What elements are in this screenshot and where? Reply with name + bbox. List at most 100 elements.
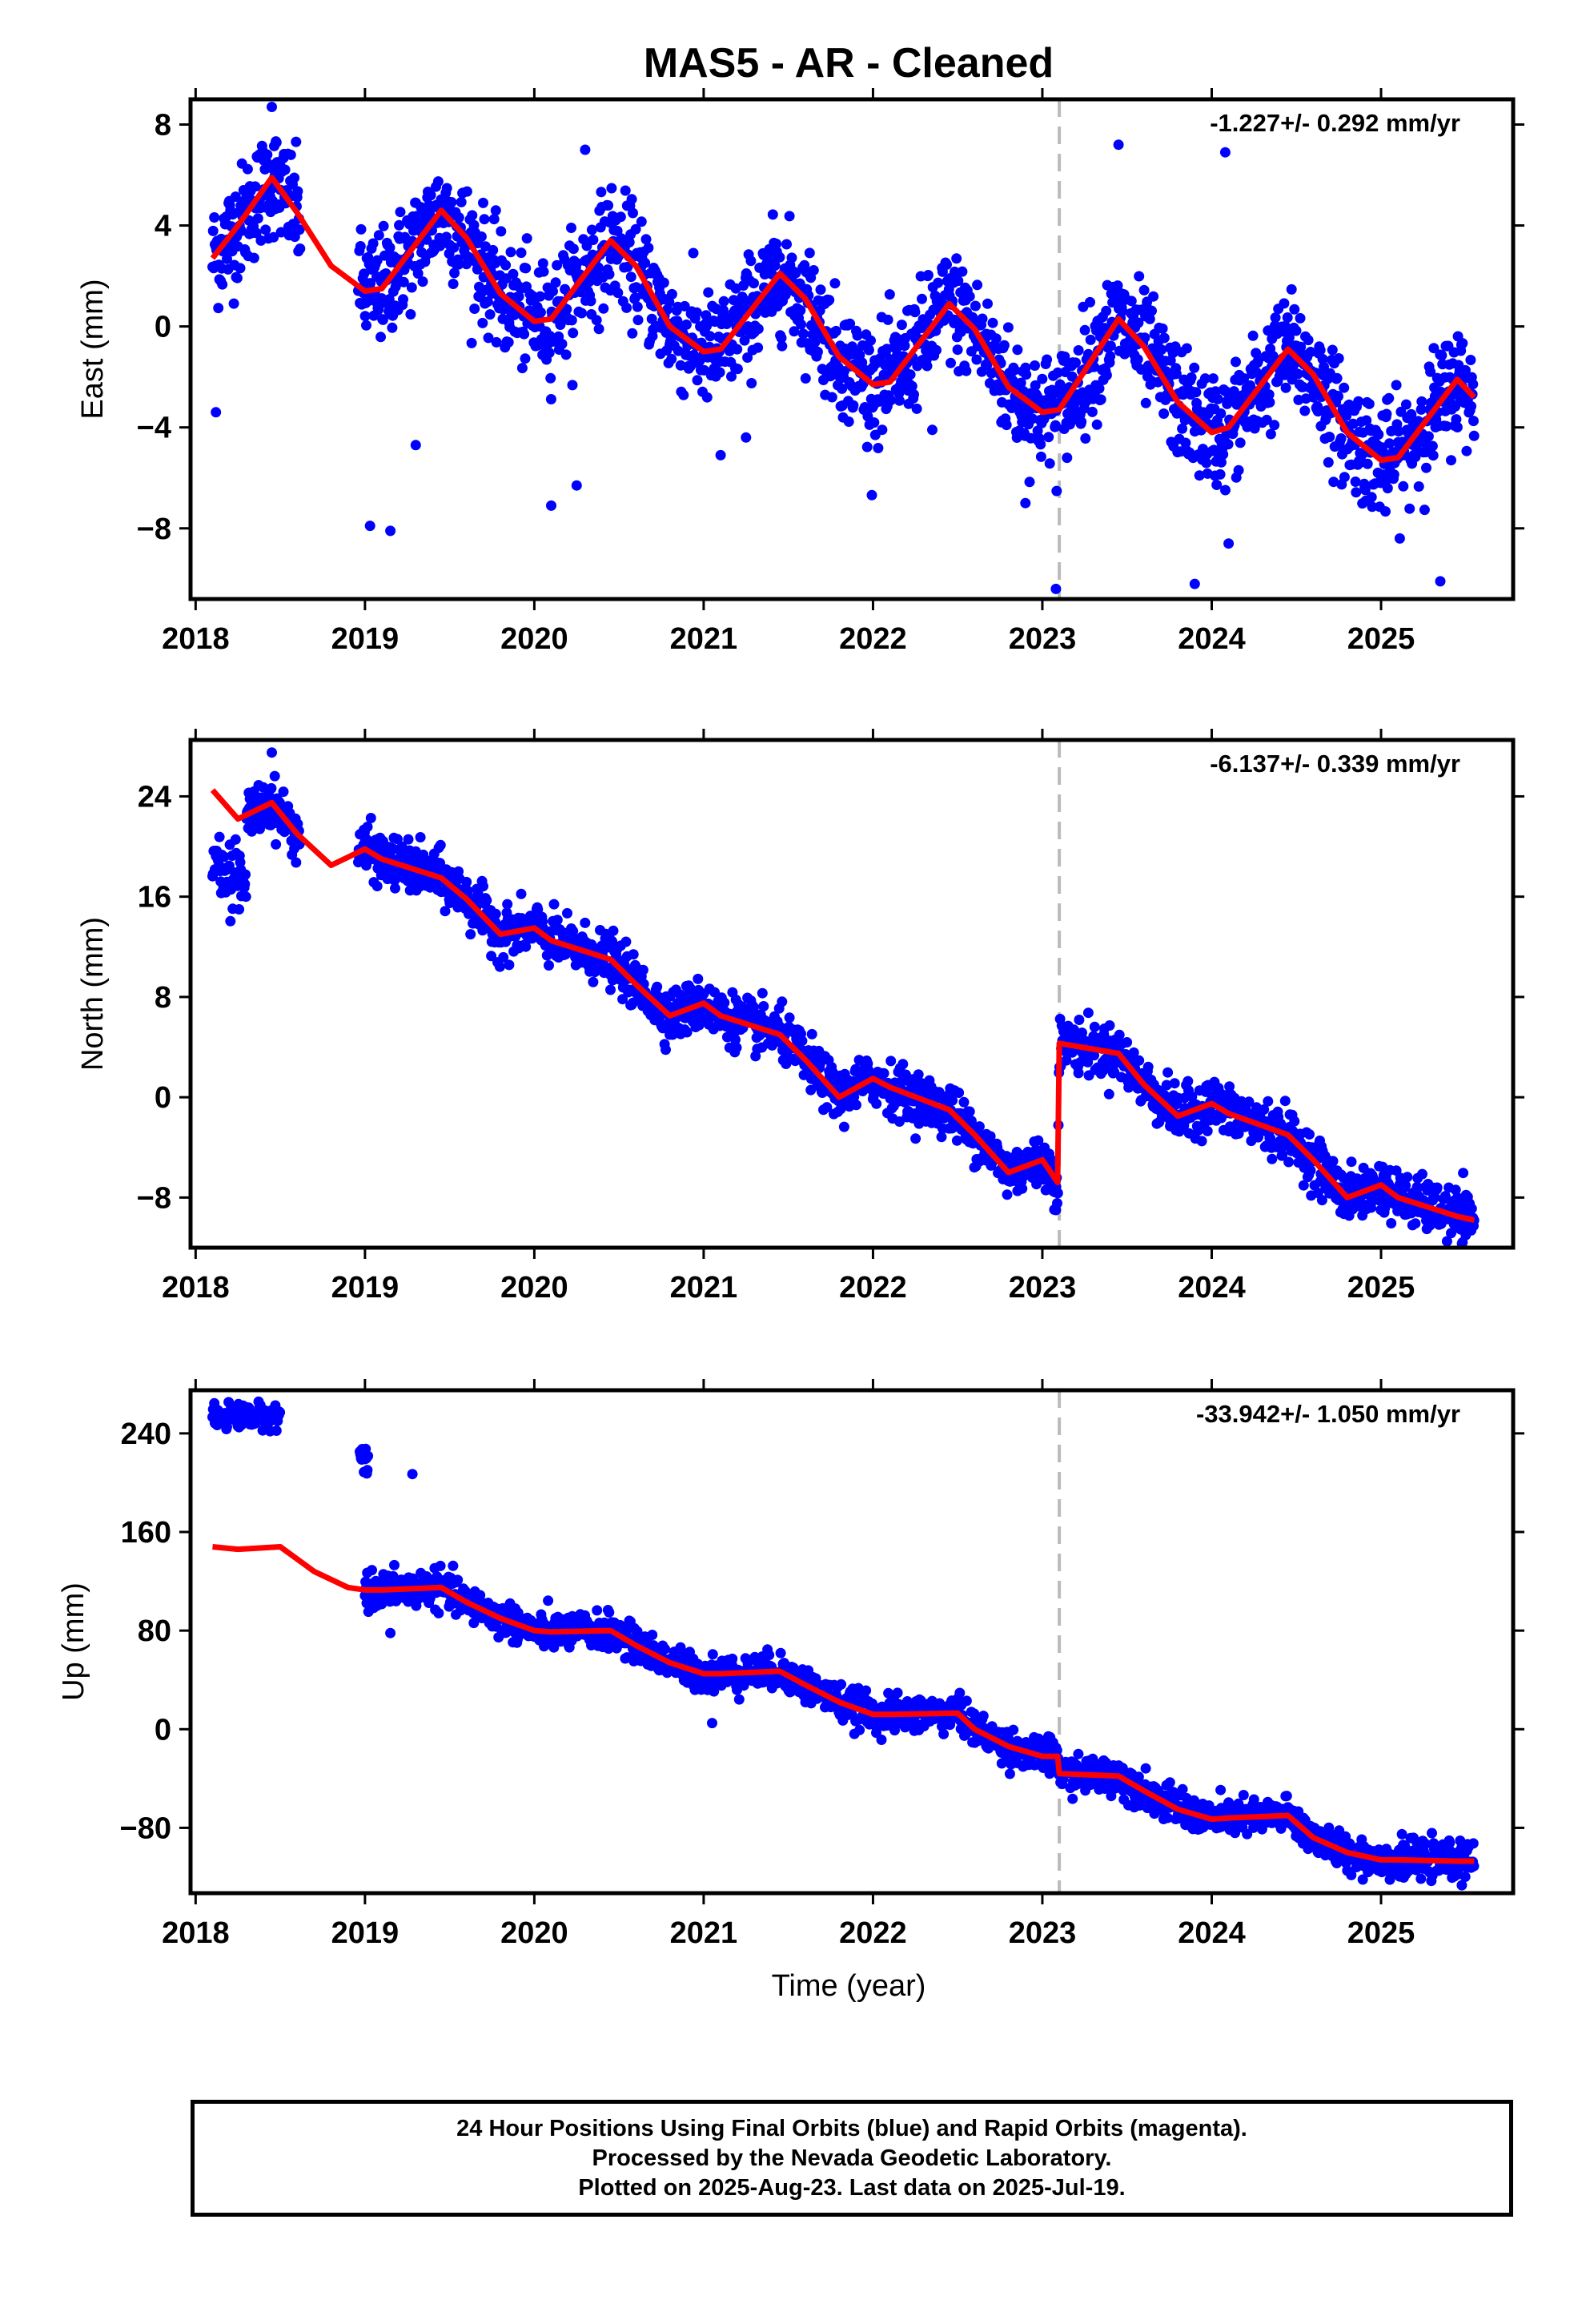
data-point (1031, 1179, 1042, 1190)
x-tick-label: 2024 (1178, 622, 1246, 656)
data-point (1305, 1165, 1316, 1176)
data-point (620, 185, 631, 196)
data-point (405, 309, 416, 320)
data-point (1269, 420, 1280, 431)
data-point (1076, 416, 1087, 428)
data-point (861, 441, 873, 452)
data-point (496, 226, 507, 237)
data-point (990, 333, 1002, 344)
data-point (560, 349, 572, 360)
data-point (513, 291, 524, 302)
data-point (500, 259, 512, 271)
data-point (971, 354, 982, 365)
data-point (622, 261, 633, 272)
data-point (998, 340, 1010, 351)
data-point (731, 1042, 742, 1053)
data-point (730, 1034, 741, 1045)
data-point (1207, 373, 1219, 384)
data-point (275, 227, 287, 238)
data-point (550, 277, 561, 288)
data-point (1073, 1068, 1084, 1079)
data-point (213, 303, 224, 314)
data-point (543, 1595, 554, 1606)
data-point (1388, 469, 1399, 480)
data-point (1201, 457, 1212, 468)
data-point (806, 1028, 817, 1039)
data-point (1323, 456, 1334, 468)
data-point (777, 340, 788, 352)
data-point (355, 223, 367, 235)
data-point (1417, 1168, 1427, 1180)
data-point (1212, 393, 1223, 404)
rate-annotation: -6.137+/- 0.339 mm/yr (1210, 750, 1460, 778)
data-point (217, 279, 228, 290)
data-point (628, 949, 639, 960)
data-point (909, 389, 919, 400)
data-point (829, 278, 841, 289)
data-point (1196, 1136, 1207, 1147)
data-point (952, 344, 963, 356)
data-point (921, 360, 933, 372)
data-point (1411, 1181, 1423, 1192)
x-tick-label: 2025 (1347, 622, 1415, 656)
data-point (440, 906, 451, 917)
data-point (1267, 1153, 1278, 1164)
outlier-point (715, 449, 726, 460)
data-point (845, 318, 856, 329)
data-point (1391, 380, 1402, 391)
data-point (660, 1643, 671, 1655)
data-point (1286, 283, 1297, 295)
data-point (395, 207, 406, 218)
data-point (1074, 1015, 1085, 1025)
data-point (1441, 1236, 1452, 1247)
data-point (425, 190, 436, 201)
data-point (922, 270, 934, 280)
data-point (406, 282, 417, 293)
data-point (486, 951, 497, 962)
data-point (461, 186, 472, 197)
data-point (235, 263, 246, 274)
data-point (394, 219, 404, 231)
y-axis-label: East (mm) (76, 279, 110, 419)
data-point (1077, 1027, 1087, 1039)
data-point (561, 304, 572, 315)
data-point (1413, 481, 1424, 492)
data-point (278, 786, 289, 798)
data-point (757, 987, 768, 999)
data-point (562, 907, 572, 919)
data-point (516, 247, 527, 259)
data-point (1157, 323, 1168, 334)
data-points (207, 747, 1480, 1248)
data-point (910, 1133, 921, 1144)
data-point (1215, 468, 1226, 480)
data-point (1452, 422, 1463, 432)
data-point (742, 352, 753, 363)
up-panel: 2018 2019 2020 2021 2022 2023 2024 202524016080… (57, 1379, 1524, 1950)
data-point (225, 915, 236, 927)
data-point (1363, 398, 1375, 409)
data-point (894, 395, 905, 406)
data-point (796, 319, 806, 330)
data-point (848, 400, 859, 411)
data-point (592, 262, 604, 273)
data-point (1194, 470, 1205, 481)
data-point (1134, 1055, 1145, 1066)
data-point (1425, 366, 1436, 377)
data-point (1152, 376, 1163, 388)
data-point (947, 1095, 958, 1106)
data-point (1362, 458, 1373, 469)
data-point (494, 961, 505, 972)
data-point (837, 383, 848, 394)
data-point (219, 851, 230, 862)
data-point (269, 770, 280, 782)
y-tick-label: 24 (138, 780, 171, 814)
data-point (1239, 373, 1250, 384)
data-point (688, 247, 699, 259)
data-point (1146, 305, 1157, 316)
data-point (1161, 1080, 1172, 1091)
data-point (1279, 298, 1290, 309)
data-point (1091, 419, 1102, 430)
data-point (508, 268, 519, 279)
outlier-point (927, 424, 938, 436)
data-point (1114, 1029, 1125, 1040)
